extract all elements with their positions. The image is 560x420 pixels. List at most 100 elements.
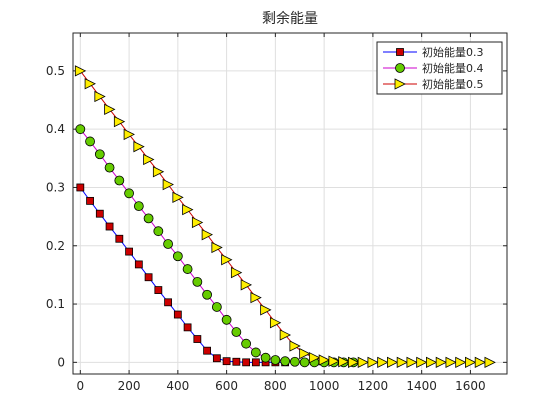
data-point bbox=[241, 338, 252, 349]
data-point bbox=[94, 90, 106, 103]
series-line bbox=[79, 70, 490, 363]
x-tick-label: 200 bbox=[118, 379, 141, 393]
data-point bbox=[203, 346, 212, 355]
data-point bbox=[211, 302, 222, 312]
data-point bbox=[426, 356, 438, 368]
data-point bbox=[240, 279, 253, 291]
data-point bbox=[105, 222, 114, 231]
data-point bbox=[289, 340, 301, 352]
data-point bbox=[172, 251, 183, 262]
legend-item: 初始能量0.3 bbox=[383, 45, 484, 59]
data-point bbox=[124, 188, 134, 199]
data-point bbox=[396, 48, 404, 56]
y-tick-label: 0 bbox=[57, 355, 65, 369]
data-point bbox=[212, 354, 221, 363]
data-point bbox=[367, 356, 379, 368]
data-point bbox=[84, 78, 96, 90]
data-point bbox=[357, 356, 370, 368]
data-point bbox=[387, 356, 399, 368]
data-point bbox=[134, 260, 143, 269]
data-point bbox=[484, 356, 496, 368]
data-point bbox=[114, 175, 125, 186]
data-point bbox=[377, 356, 389, 368]
data-point bbox=[280, 356, 291, 367]
data-point bbox=[395, 63, 405, 73]
data-point bbox=[172, 191, 184, 204]
legend-item: 初始能量0.4 bbox=[383, 61, 484, 75]
data-point bbox=[260, 304, 272, 316]
data-point bbox=[86, 196, 94, 205]
data-point bbox=[193, 335, 202, 343]
data-point bbox=[74, 65, 87, 77]
data-point bbox=[123, 128, 135, 141]
data-point bbox=[173, 310, 182, 319]
series-line bbox=[79, 187, 286, 363]
legend-label: 初始能量0.5 bbox=[422, 77, 484, 91]
series-2 bbox=[75, 124, 359, 368]
data-point bbox=[191, 216, 204, 229]
data-point bbox=[182, 203, 194, 216]
data-point bbox=[104, 103, 116, 116]
data-point bbox=[201, 229, 213, 241]
data-point bbox=[308, 352, 321, 364]
data-point bbox=[474, 356, 487, 368]
y-tick-label: 0.4 bbox=[46, 122, 65, 136]
data-point bbox=[152, 166, 165, 178]
data-point bbox=[416, 356, 428, 368]
axis-ticks: 0 200 400 600 800 1000 1200 1400 1600 0 0.1 0.2 0.3 0… bbox=[46, 33, 507, 393]
data-point bbox=[143, 213, 154, 224]
legend: 初始能量0.3 初始能量0.4 初始能量0.5 bbox=[376, 41, 503, 95]
data-point bbox=[347, 356, 360, 368]
data-point bbox=[279, 329, 292, 341]
legend-item: 初始能量0.5 bbox=[383, 77, 484, 91]
data-point bbox=[328, 355, 340, 367]
data-point bbox=[221, 314, 232, 325]
data-point bbox=[394, 78, 406, 90]
series-1 bbox=[76, 183, 290, 367]
data-point bbox=[202, 289, 213, 300]
data-point bbox=[251, 358, 260, 367]
data-point bbox=[242, 358, 251, 367]
data-point bbox=[163, 239, 173, 249]
data-point bbox=[318, 354, 331, 366]
data-point bbox=[406, 356, 418, 368]
data-point bbox=[260, 352, 271, 363]
data-point bbox=[465, 356, 477, 368]
data-point bbox=[153, 226, 164, 237]
data-point bbox=[183, 323, 192, 332]
data-point bbox=[75, 124, 86, 135]
legend-label: 初始能量0.3 bbox=[422, 45, 484, 59]
x-tick-label: 600 bbox=[215, 379, 238, 393]
data-point bbox=[231, 327, 242, 337]
data-point bbox=[435, 356, 448, 368]
data-point bbox=[113, 115, 126, 128]
data-point bbox=[85, 136, 95, 147]
grid bbox=[73, 33, 507, 374]
chart-title: 剩余能量 bbox=[262, 10, 318, 27]
y-tick-label: 0.3 bbox=[46, 180, 65, 194]
legend-label: 初始能量0.4 bbox=[422, 61, 484, 75]
data-point bbox=[396, 356, 409, 368]
data-point bbox=[95, 209, 104, 218]
x-tick-label: 1000 bbox=[309, 379, 340, 393]
x-tick-label: 1600 bbox=[455, 379, 486, 393]
y-tick-label: 0.5 bbox=[46, 64, 65, 78]
data-point bbox=[154, 286, 163, 294]
y-tick-label: 0.2 bbox=[46, 239, 65, 253]
data-point bbox=[164, 298, 172, 307]
data-point bbox=[289, 356, 300, 367]
x-tick-label: 800 bbox=[264, 379, 287, 393]
plot-frame bbox=[72, 32, 508, 375]
data-point bbox=[162, 178, 174, 191]
data-point bbox=[94, 149, 105, 160]
x-tick-label: 1400 bbox=[406, 379, 437, 393]
data-point bbox=[445, 356, 457, 368]
x-tick-label: 1200 bbox=[358, 379, 389, 393]
data-point bbox=[269, 317, 282, 329]
data-point bbox=[211, 241, 223, 254]
data-point bbox=[182, 264, 193, 274]
data-point bbox=[222, 357, 231, 366]
data-point bbox=[143, 153, 155, 166]
data-point bbox=[76, 183, 85, 192]
